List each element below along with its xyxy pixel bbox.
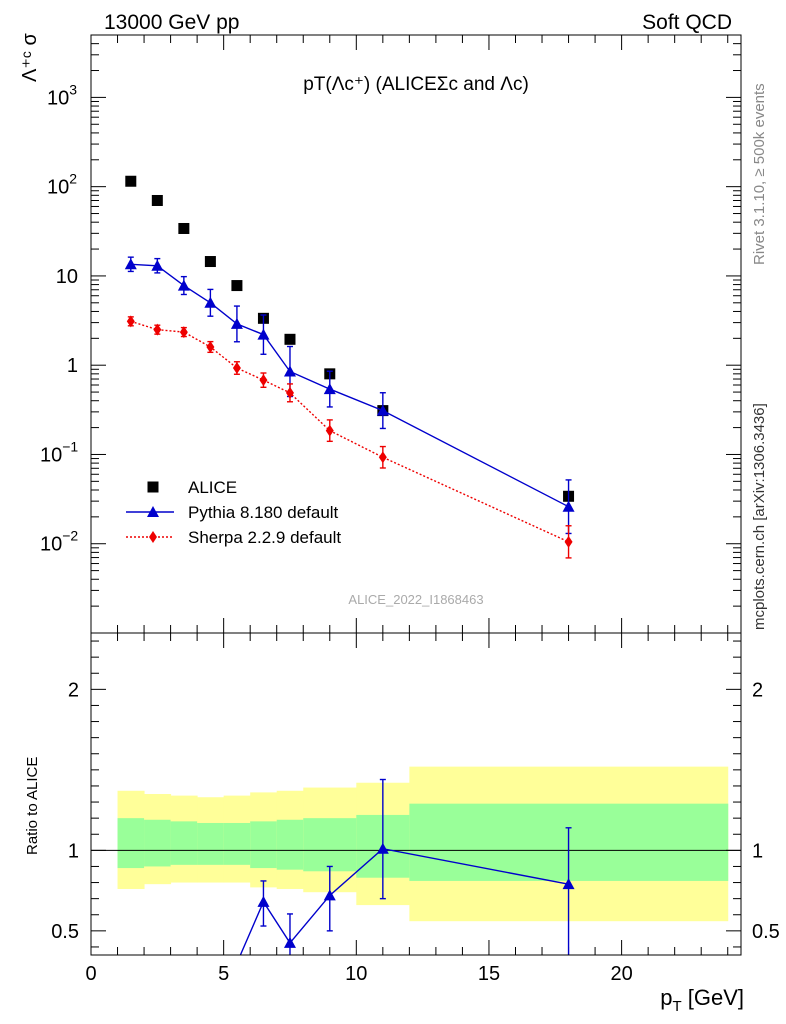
data-point bbox=[231, 280, 243, 292]
legend-marker bbox=[147, 506, 159, 517]
data-point bbox=[325, 424, 334, 437]
ratio-data-point bbox=[257, 895, 270, 907]
header-right: Soft QCD bbox=[642, 11, 732, 34]
data-point bbox=[230, 317, 243, 329]
legend-label: Pythia 8.180 default bbox=[188, 503, 339, 522]
legend-label: Sherpa 2.2.9 default bbox=[188, 528, 341, 547]
green-band-segment bbox=[170, 821, 198, 865]
series-line bbox=[130, 263, 569, 508]
legend: ALICE Pythia 8.180 default Sherpa 2.2.9 de… bbox=[126, 478, 341, 547]
ratio-y-tick-label-right: 1 bbox=[752, 840, 763, 862]
y-tick-label: 103 bbox=[47, 81, 77, 109]
data-point bbox=[204, 256, 216, 268]
data-point bbox=[204, 296, 217, 308]
ratio-data-point bbox=[376, 842, 389, 854]
x-tick-label: 0 bbox=[85, 963, 96, 985]
data-point bbox=[562, 500, 575, 512]
data-point bbox=[259, 374, 268, 387]
ratio-y-tick-label-right: 2 bbox=[752, 679, 763, 701]
series-pythia bbox=[124, 256, 575, 535]
data-point bbox=[153, 323, 162, 336]
data-point bbox=[126, 315, 135, 328]
green-band-segment bbox=[197, 822, 225, 865]
green-band-segment bbox=[303, 818, 357, 872]
data-point bbox=[177, 279, 190, 291]
green-band-segment bbox=[250, 821, 278, 869]
green-band-segment bbox=[276, 819, 304, 870]
legend-label: ALICE bbox=[188, 478, 237, 497]
data-point bbox=[179, 326, 188, 339]
ratio-uncertainty-bands bbox=[91, 766, 741, 922]
data-point bbox=[232, 362, 241, 375]
chart-title: pT(Λc⁺) (ALICEΣc and Λc) bbox=[303, 74, 529, 95]
data-point bbox=[124, 258, 137, 270]
main-series-layer bbox=[124, 175, 575, 559]
x-tick-label: 15 bbox=[478, 963, 500, 985]
data-point bbox=[206, 340, 215, 353]
data-point bbox=[283, 365, 296, 377]
mcplots-side-text: mcplots.cern.ch [arXiv:1306.3436] bbox=[751, 403, 768, 630]
data-point bbox=[378, 451, 387, 464]
x-tick-label: 5 bbox=[218, 963, 229, 985]
y-tick-label: 10−1 bbox=[40, 438, 78, 466]
data-point bbox=[178, 222, 190, 234]
y-tick-label: 10 bbox=[56, 266, 78, 288]
y-tick-label: 102 bbox=[47, 171, 77, 199]
ratio-line bbox=[239, 847, 569, 956]
ratio-frame bbox=[90, 632, 742, 956]
ratio-data-point bbox=[562, 878, 575, 890]
rivet-side-text: Rivet 3.1.10, ≥ 500k events bbox=[751, 83, 768, 265]
watermark-text: ALICE_2022_I1868463 bbox=[348, 592, 483, 607]
main-y-axis-label: Λ⁺ᶜ σ bbox=[19, 32, 41, 82]
green-band-segment bbox=[223, 822, 251, 865]
data-point bbox=[151, 194, 163, 206]
ratio-y-tick-label-left: 2 bbox=[68, 679, 79, 701]
data-point bbox=[125, 175, 137, 187]
ratio-data-point bbox=[283, 936, 296, 948]
legend-marker bbox=[149, 531, 157, 543]
ratio-axis-ticks: 0.5 0.51 12 20 5 10 15 20 bbox=[51, 633, 780, 985]
legend-marker bbox=[147, 481, 159, 493]
y-tick-label: 10−2 bbox=[40, 528, 78, 556]
data-point bbox=[151, 259, 164, 271]
series-alice bbox=[125, 175, 575, 502]
main-panel: 10−2 10−1 1 10 102 103 pT(Λc⁺) (ALICEΣc and Λ… bbox=[19, 32, 742, 634]
data-point bbox=[285, 386, 294, 399]
data-point bbox=[323, 383, 336, 395]
ratio-y-tick-label-left: 0.5 bbox=[51, 921, 79, 943]
x-tick-label: 20 bbox=[610, 963, 632, 985]
data-point bbox=[376, 404, 389, 416]
ratio-series-pythia bbox=[239, 778, 575, 956]
series-sherpa bbox=[126, 315, 573, 559]
green-band-segment bbox=[144, 819, 172, 867]
ratio-y-tick-label-right: 0.5 bbox=[752, 921, 780, 943]
ratio-y-tick-label-left: 1 bbox=[68, 840, 79, 862]
ratio-series-layer bbox=[239, 778, 575, 956]
data-point bbox=[284, 333, 296, 345]
ratio-panel: 0.5 0.51 12 20 5 10 15 20 Ratio to ALICE pT [Ge… bbox=[24, 632, 780, 1015]
header-left: 13000 GeV pp bbox=[104, 11, 239, 34]
green-band-segment bbox=[117, 818, 145, 869]
main-axis-ticks: 10−2 10−1 1 10 102 103 bbox=[40, 34, 741, 634]
y-tick-label: 1 bbox=[67, 355, 78, 377]
ratio-y-axis-label: Ratio to ALICE bbox=[24, 757, 41, 855]
data-point bbox=[257, 328, 270, 340]
x-tick-label: 10 bbox=[345, 963, 367, 985]
series-line bbox=[130, 320, 569, 543]
data-point bbox=[564, 535, 573, 548]
x-axis-label: pT [GeV] bbox=[660, 985, 744, 1015]
ratio-data-point bbox=[323, 889, 336, 901]
